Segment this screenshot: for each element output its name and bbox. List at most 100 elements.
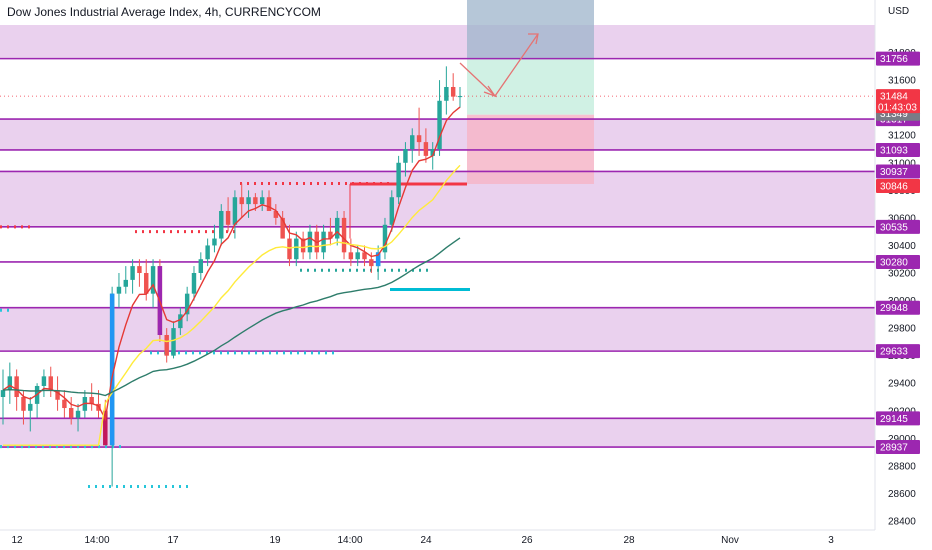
candle-body: [41, 376, 47, 386]
candle-body: [205, 245, 210, 260]
level-price-tag-bg: [876, 411, 920, 426]
level-price-tag-bg: [876, 300, 920, 315]
candle-body: [273, 211, 279, 218]
candle-body: [300, 238, 306, 253]
candle-body: [75, 410, 81, 418]
ma-slow-line: [2, 237, 461, 397]
candle-body: [144, 273, 149, 294]
candle-body: [437, 100, 442, 149]
candle-body: [294, 238, 299, 260]
red-marker-tag-bg: [876, 178, 920, 193]
y-tick-label: 28400: [888, 517, 916, 528]
level-price-tag-bg: [876, 440, 920, 455]
y-tick-label: 30200: [888, 269, 916, 280]
candle-body: [171, 328, 176, 356]
trade-target-zone: [467, 58, 594, 115]
candle-body: [389, 197, 395, 225]
y-tick-label: 31200: [888, 131, 916, 142]
candle-body: [348, 252, 354, 260]
candle-body: [55, 390, 60, 400]
x-tick-label: 26: [521, 535, 533, 546]
level-price-tag-bg: [876, 254, 920, 269]
candle-body: [259, 197, 265, 205]
level-price-tag: 30535: [880, 222, 908, 233]
candle-body: [164, 335, 169, 356]
candle-body: [341, 217, 347, 253]
level-price-tag: 31756: [880, 54, 908, 65]
candle-body: [123, 279, 128, 287]
x-tick-label: 14:00: [84, 535, 109, 546]
chart-title: Dow Jones Industrial Average Index, 4h, …: [7, 5, 321, 19]
candle-body: [7, 376, 13, 391]
level-price-tag-bg: [876, 142, 920, 157]
candle-body: [0, 390, 6, 397]
current-price-tag: 31484: [880, 92, 908, 103]
entry-price-tag: 31349: [880, 109, 908, 120]
candle-body: [369, 259, 374, 267]
candle-body: [178, 314, 183, 329]
arrow-head-icon: [483, 85, 497, 98]
candle-body: [382, 224, 388, 253]
candle-body: [280, 217, 285, 239]
candle-body: [444, 87, 449, 101]
candle-body: [403, 149, 408, 163]
level-price-tag: 28937: [880, 443, 908, 454]
candle-body: [225, 211, 231, 225]
candle-body: [266, 197, 272, 211]
level-price-tag: 31093: [880, 145, 908, 156]
x-tick-label: 28: [623, 535, 635, 546]
candle-body: [362, 252, 367, 260]
x-tick-label: 19: [269, 535, 281, 546]
candle-body: [219, 211, 224, 239]
candle-body: [355, 252, 360, 260]
level-price-tag-bg: [876, 344, 920, 359]
candle-body-highlight: [375, 252, 381, 267]
y-tick-label: 30600: [888, 213, 916, 224]
level-price-tag-bg: [876, 51, 920, 66]
zone-band-4: [0, 418, 875, 448]
candle-body: [450, 87, 456, 97]
y-tick-label: 29000: [888, 434, 916, 445]
candle-body: [116, 286, 122, 294]
x-tick-label: 12: [11, 535, 23, 546]
x-tick-label: 14:00: [337, 535, 362, 546]
candle-body: [457, 96, 463, 98]
candle-body: [423, 142, 429, 156]
level-price-tag-bg: [876, 164, 920, 179]
candle-body: [68, 408, 74, 418]
candle-body: [184, 293, 190, 315]
level-price-tag: 29633: [880, 347, 908, 358]
x-tick-label: 17: [167, 535, 179, 546]
level-price-tag: 30937: [880, 167, 908, 178]
candle-body: [137, 266, 142, 273]
candle-body: [150, 266, 156, 294]
candle-body: [328, 231, 333, 239]
y-tick-label: 31000: [888, 158, 916, 169]
candle-body: [21, 397, 26, 411]
level-price-tag: 29145: [880, 414, 908, 425]
candle-body: [410, 135, 415, 149]
x-tick-label: 3: [828, 535, 834, 546]
candle-body-highlight: [109, 293, 115, 446]
candle-body: [130, 266, 135, 280]
trade-box-top: [467, 0, 594, 59]
ma-mid-line: [3, 164, 461, 446]
zone-band-2: [0, 171, 875, 227]
candle-body: [396, 162, 401, 198]
y-tick-label: 29400: [888, 379, 916, 390]
candle-body: [212, 238, 217, 246]
candle-body: [62, 399, 67, 409]
x-tick-label: 24: [420, 535, 432, 546]
candle-body: [191, 273, 197, 294]
x-tick-label: Nov: [721, 535, 739, 546]
candle-body: [416, 135, 422, 143]
arrow-head-icon: [528, 33, 539, 45]
countdown-label: 01:43:03: [878, 103, 917, 114]
candle-body: [307, 231, 313, 253]
axis-unit-label: USD: [888, 6, 909, 17]
candle-body: [287, 238, 292, 260]
y-tick-label: 28800: [888, 461, 916, 472]
y-tick-label: 28600: [888, 489, 916, 500]
level-price-tag: 29948: [880, 303, 908, 314]
